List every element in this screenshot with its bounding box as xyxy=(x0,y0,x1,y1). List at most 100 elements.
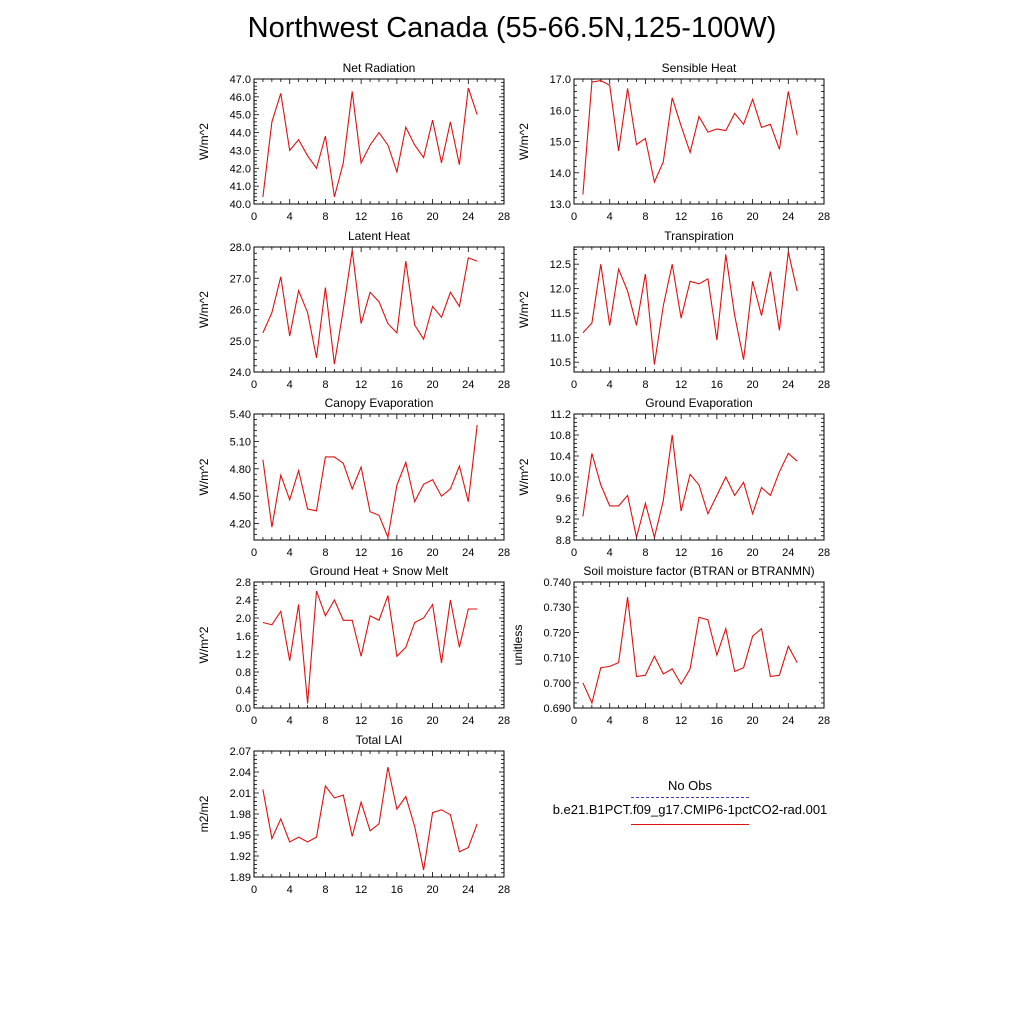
y-tick-label: 10.8 xyxy=(550,430,571,442)
x-tick-label: 28 xyxy=(818,715,830,727)
y-axis-label: W/m^2 xyxy=(517,123,531,160)
y-axis-label: W/m^2 xyxy=(197,458,211,495)
y-tick-label: 2.8 xyxy=(236,577,251,589)
x-tick-label: 28 xyxy=(498,379,510,391)
x-tick-label: 8 xyxy=(322,547,328,559)
x-tick-label: 12 xyxy=(675,715,687,727)
y-tick-label: 2.04 xyxy=(230,767,251,779)
x-tick-label: 12 xyxy=(355,547,367,559)
x-tick-label: 4 xyxy=(287,211,293,223)
x-tick-label: 0 xyxy=(251,211,257,223)
y-tick-label: 0.710 xyxy=(543,653,571,665)
panel-title: Soil moisture factor (BTRAN or BTRANMN) xyxy=(583,564,814,578)
x-tick-label: 16 xyxy=(391,379,403,391)
panel-sensible-heat: 0 4 8 12 16 20 24 28 13.0 14.0 15.0 16.0 17.0 Sensibl… xyxy=(517,61,830,223)
panel-net-radiation: 0 4 8 12 16 20 24 28 40.0 41.0 42.0 43.0 44.0 45.0 46.… xyxy=(197,61,510,223)
series-line-ground-evaporation xyxy=(582,434,798,538)
x-tick-label: 20 xyxy=(426,211,438,223)
x-tick-label: 12 xyxy=(355,884,367,896)
y-tick-label: 15.0 xyxy=(550,137,571,149)
panel-title: Canopy Evaporation xyxy=(325,396,434,410)
y-tick-label: 10.5 xyxy=(550,357,571,369)
panel-title: Net Radiation xyxy=(343,61,416,75)
x-tick-label: 12 xyxy=(675,547,687,559)
y-tick-label: 45.0 xyxy=(230,110,251,122)
y-tick-label: 0.4 xyxy=(236,685,251,697)
x-tick-label: 28 xyxy=(498,211,510,223)
y-tick-label: 28.0 xyxy=(230,242,251,254)
y-tick-label: 4.20 xyxy=(230,519,251,531)
panel-title: Transpiration xyxy=(664,229,734,243)
y-tick-label: 0.0 xyxy=(236,703,251,715)
y-axis-label: W/m^2 xyxy=(517,291,531,328)
series-line-latent-heat xyxy=(262,250,478,365)
x-tick-label: 4 xyxy=(607,715,613,727)
panel-total-lai: 0 4 8 12 16 20 24 28 1.89 1.92 1.95 1.98 2.01 2.04 2.0… xyxy=(197,733,510,896)
series-line-sensible-heat xyxy=(582,80,798,195)
y-tick-label: 1.6 xyxy=(236,631,251,643)
y-tick-label: 0.730 xyxy=(543,602,571,614)
x-tick-label: 12 xyxy=(355,379,367,391)
y-tick-label: 44.0 xyxy=(230,128,251,140)
y-tick-label: 1.92 xyxy=(230,851,251,863)
y-tick-label: 4.50 xyxy=(230,491,251,503)
panel-ground-heat-snow-melt: 0 4 8 12 16 20 24 28 0.0 0.4 0.8 1.2 1.6 2.0 2.4 2.8 Gro… xyxy=(197,564,510,727)
y-tick-label: 9.6 xyxy=(556,493,571,505)
x-tick-label: 8 xyxy=(642,379,648,391)
panel-transpiration: 0 4 8 12 16 20 24 28 10.5 11.0 11.5 12.0 12.5 Transpi… xyxy=(517,229,830,391)
x-tick-label: 28 xyxy=(498,715,510,727)
plot-frame xyxy=(573,413,825,541)
x-tick-label: 4 xyxy=(607,379,613,391)
plot-frame xyxy=(253,413,505,541)
x-tick-label: 20 xyxy=(746,211,758,223)
y-axis-label: W/m^2 xyxy=(517,458,531,495)
y-tick-label: 12.0 xyxy=(550,284,571,296)
x-tick-label: 20 xyxy=(426,884,438,896)
y-axis-label: W/m^2 xyxy=(197,123,211,160)
x-tick-label: 8 xyxy=(322,715,328,727)
y-tick-label: 43.0 xyxy=(230,145,251,157)
x-tick-label: 20 xyxy=(746,379,758,391)
panel-title: Ground Heat + Snow Melt xyxy=(310,564,449,578)
series-line-canopy-evaporation xyxy=(262,424,478,540)
x-tick-label: 20 xyxy=(746,547,758,559)
x-tick-label: 28 xyxy=(498,884,510,896)
panel-ground-evaporation: 0 4 8 12 16 20 24 28 8.8 9.2 9.6 10.0 10.4 10.8 11.2 Gr… xyxy=(517,396,830,559)
y-tick-label: 42.0 xyxy=(230,163,251,175)
y-tick-label: 47.0 xyxy=(230,74,251,86)
x-tick-label: 24 xyxy=(462,547,474,559)
x-tick-label: 20 xyxy=(426,715,438,727)
x-tick-label: 16 xyxy=(711,715,723,727)
x-tick-label: 0 xyxy=(251,884,257,896)
y-tick-label: 9.2 xyxy=(556,514,571,526)
y-tick-label: 27.0 xyxy=(230,273,251,285)
x-tick-label: 4 xyxy=(607,211,613,223)
x-tick-label: 16 xyxy=(391,547,403,559)
y-tick-label: 11.0 xyxy=(550,333,571,345)
x-tick-label: 20 xyxy=(426,547,438,559)
x-tick-label: 24 xyxy=(462,715,474,727)
x-tick-label: 24 xyxy=(782,715,794,727)
x-tick-label: 16 xyxy=(391,884,403,896)
y-tick-label: 0.740 xyxy=(543,577,571,589)
x-tick-label: 12 xyxy=(355,715,367,727)
figure-title: Northwest Canada (55-66.5N,125-100W) xyxy=(247,12,777,44)
y-tick-label: 40.0 xyxy=(230,199,251,211)
y-tick-label: 0.8 xyxy=(236,667,251,679)
x-tick-label: 8 xyxy=(322,211,328,223)
x-tick-label: 28 xyxy=(818,379,830,391)
x-tick-label: 24 xyxy=(782,547,794,559)
y-tick-label: 26.0 xyxy=(230,305,251,317)
x-tick-label: 24 xyxy=(462,211,474,223)
legend: No Obs b.e21.B1PCT.f09_g17.CMIP6-1pctCO2… xyxy=(530,778,850,825)
y-tick-label: 46.0 xyxy=(230,92,251,104)
y-tick-label: 0.690 xyxy=(543,703,571,715)
x-tick-label: 0 xyxy=(251,379,257,391)
x-tick-label: 28 xyxy=(498,547,510,559)
y-tick-label: 2.4 xyxy=(236,595,251,607)
panel-latent-heat: 0 4 8 12 16 20 24 28 24.0 25.0 26.0 27.0 28.0 Latent … xyxy=(197,229,510,391)
x-tick-label: 8 xyxy=(322,884,328,896)
x-tick-label: 4 xyxy=(287,547,293,559)
y-tick-label: 12.5 xyxy=(550,259,571,271)
